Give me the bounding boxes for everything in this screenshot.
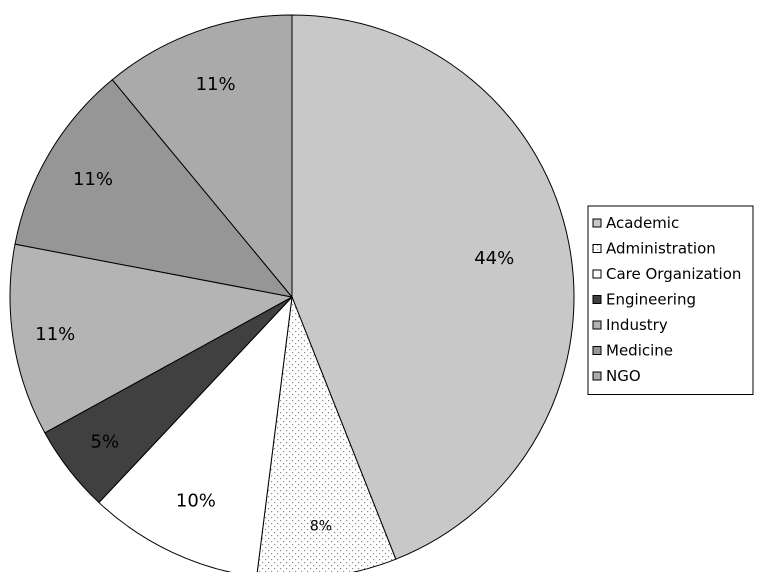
legend-label-administration: Administration: [606, 240, 716, 258]
pie-slice-academic: [291, 14, 575, 560]
pie-slice-label-medicine: 11%: [73, 169, 113, 190]
pie-slice-care-organization: [98, 296, 293, 572]
pie-slice-label-administration: 8%: [310, 518, 332, 534]
legend-swatch-engineering: [592, 295, 602, 304]
pie-slice-label-industry: 11%: [35, 324, 75, 345]
pie-slice-labels: 44% 8% 10% 5% 11% 11% 11%: [35, 74, 514, 534]
legend-label-care-organization: Care Organization: [606, 265, 741, 283]
legend-label-academic: Academic: [606, 214, 679, 232]
pie-slice-industry: [9, 243, 293, 434]
legend-swatch-care-organization: [592, 269, 602, 279]
legend-box: [587, 205, 754, 395]
legend-label-medicine: Medicine: [606, 342, 673, 360]
legend: Academic Administration Care Organization E…: [587, 205, 754, 395]
pie-slice-label-engineering: 5%: [91, 432, 120, 453]
legend-swatch-ngo: [592, 371, 602, 381]
pie-slice-label-academic: 44%: [474, 248, 514, 269]
pie-slice-administration: [256, 296, 397, 572]
pie-slice-label-care-organization: 10%: [176, 491, 216, 512]
legend-swatch-academic: [592, 218, 602, 228]
legend-label-ngo: NGO: [606, 367, 641, 385]
pie-slice-ngo: [111, 14, 293, 298]
pie-slice-medicine: [14, 79, 293, 298]
legend-swatch-medicine: [592, 346, 602, 355]
legend-swatch-industry: [592, 320, 602, 330]
legend-label-engineering: Engineering: [606, 291, 696, 309]
legend-swatch-administration: [592, 244, 602, 253]
pie-slices: [9, 14, 575, 572]
pie-slice-label-ngo: 11%: [196, 74, 236, 95]
legend-label-industry: Industry: [606, 316, 668, 334]
